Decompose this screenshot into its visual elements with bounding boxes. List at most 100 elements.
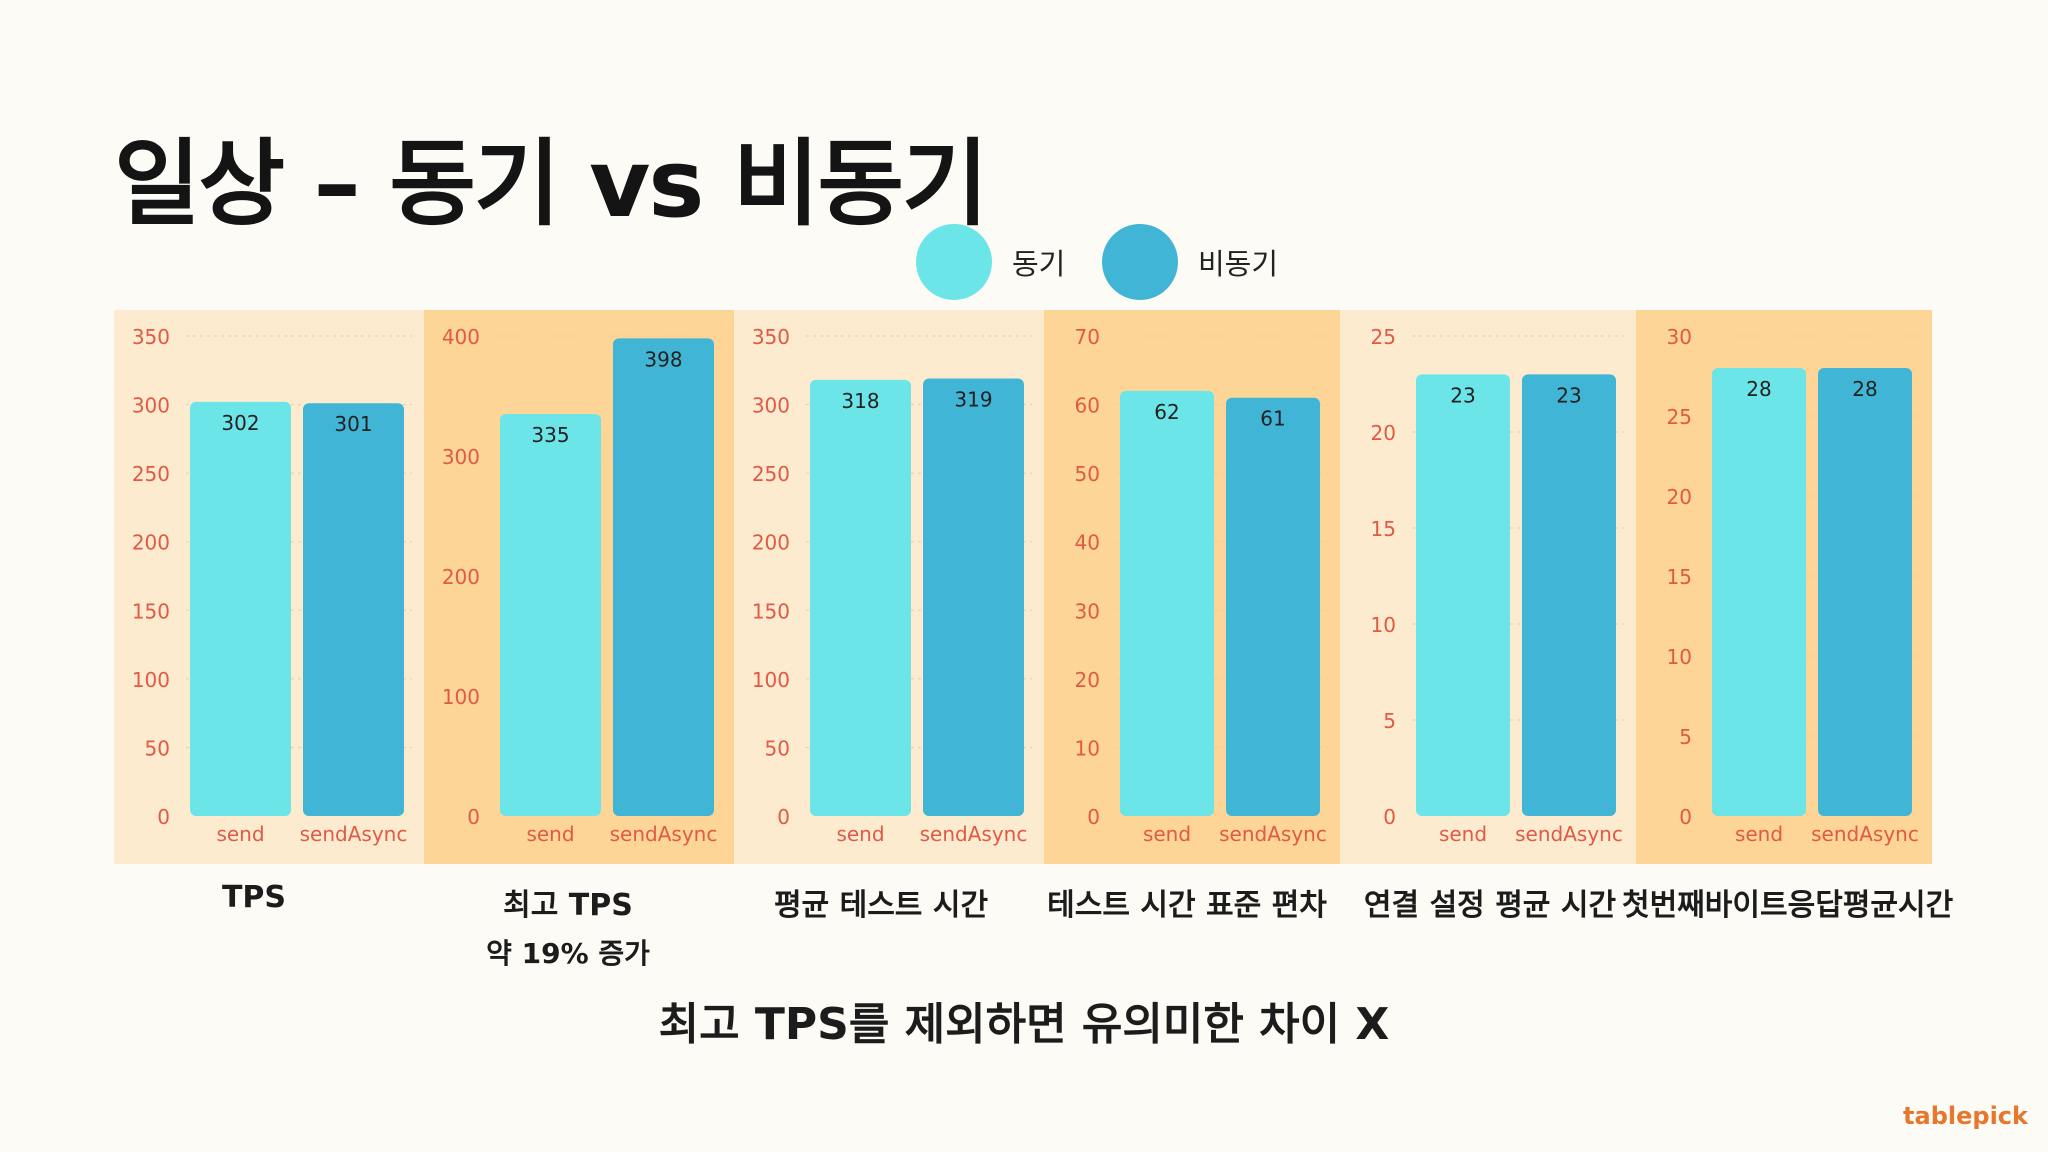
y-tick-label: 100 bbox=[132, 668, 170, 692]
legend-item-sync: 동기 bbox=[916, 224, 1065, 300]
y-tick-label: 300 bbox=[752, 394, 790, 418]
legend-swatch-async bbox=[1102, 224, 1178, 300]
y-tick-label: 400 bbox=[442, 325, 480, 349]
y-tick-label: 20 bbox=[1371, 421, 1396, 445]
chart-avg-test-time: 0 50 100 150 200 250 300 350 318 send 319 sendAsync bbox=[734, 310, 1044, 864]
bar-send bbox=[810, 379, 911, 816]
chart-svg: 0 100 200 300 400 335 send 398 sendAsync bbox=[424, 310, 734, 864]
x-tick-label: send bbox=[836, 822, 884, 846]
bar-value-label: 335 bbox=[531, 423, 569, 447]
y-tick-label: 150 bbox=[752, 599, 790, 623]
bar-send bbox=[1712, 368, 1806, 816]
chart-svg: 0 50 100 150 200 250 300 350 302 send 301 sendAsync bbox=[114, 310, 424, 864]
y-tick-label: 100 bbox=[442, 685, 480, 709]
page-title: 일상 – 동기 vs 비동기 bbox=[114, 130, 988, 239]
y-tick-label: 200 bbox=[442, 565, 480, 589]
footer-note: 최고 TPS를 제외하면 유의미한 차이 X bbox=[658, 999, 1390, 1050]
x-tick-label: sendAsync bbox=[300, 822, 408, 846]
x-tick-label: send bbox=[216, 822, 264, 846]
legend-label-sync: 동기 bbox=[1012, 247, 1066, 281]
y-tick-label: 350 bbox=[132, 325, 170, 349]
chart-caption-first-byte-avg-time: 첫번째바이트응답평균시간 bbox=[1622, 888, 1954, 923]
chart-caption-tps: TPS bbox=[221, 880, 287, 915]
chart-svg: 0 50 100 150 200 250 300 350 318 send 319 sendAsync bbox=[734, 310, 1044, 864]
y-tick-label: 20 bbox=[1075, 668, 1100, 692]
x-tick-label: sendAsync bbox=[1219, 822, 1327, 846]
legend-item-async: 비동기 bbox=[1102, 224, 1278, 300]
y-tick-label: 50 bbox=[145, 736, 170, 760]
y-tick-label: 10 bbox=[1075, 736, 1100, 760]
x-tick-label: sendAsync bbox=[1811, 822, 1919, 846]
x-tick-label: sendAsync bbox=[1515, 822, 1623, 846]
chart-svg: 0 10 20 30 40 50 60 70 62 send 61 sendAsync bbox=[1044, 310, 1340, 864]
y-tick-label: 25 bbox=[1371, 325, 1396, 349]
y-tick-label: 50 bbox=[1075, 462, 1100, 486]
bar-value-label: 302 bbox=[221, 411, 259, 435]
y-tick-label: 300 bbox=[442, 445, 480, 469]
y-tick-label: 30 bbox=[1075, 599, 1100, 623]
y-tick-label: 20 bbox=[1667, 485, 1692, 509]
x-tick-label: send bbox=[526, 822, 574, 846]
bar-send bbox=[1120, 390, 1214, 816]
y-tick-label: 30 bbox=[1667, 325, 1692, 349]
y-tick-label: 10 bbox=[1667, 645, 1692, 669]
x-tick-label: send bbox=[1439, 822, 1487, 846]
bar-send bbox=[500, 414, 601, 816]
bar-sendasync bbox=[1818, 368, 1912, 816]
x-tick-label: sendAsync bbox=[920, 822, 1028, 846]
y-tick-label: 5 bbox=[1679, 725, 1692, 749]
bar-value-label: 28 bbox=[1746, 377, 1771, 401]
bar-send bbox=[1416, 374, 1510, 816]
bar-value-label: 319 bbox=[954, 388, 992, 412]
x-tick-label: sendAsync bbox=[610, 822, 718, 846]
chart-caption-max-tps: 최고 TPS bbox=[503, 888, 633, 923]
y-tick-label: 0 bbox=[467, 805, 480, 829]
x-tick-label: send bbox=[1143, 822, 1191, 846]
bar-value-label: 23 bbox=[1556, 383, 1581, 407]
y-tick-label: 0 bbox=[777, 805, 790, 829]
y-tick-label: 100 bbox=[752, 668, 790, 692]
y-tick-label: 10 bbox=[1371, 613, 1396, 637]
chart-svg: 0 5 10 15 20 25 23 send 23 sendAsync bbox=[1340, 310, 1636, 864]
chart-first-byte-avg-time: 0 5 10 15 20 25 30 28 send 28 sendAsync bbox=[1636, 310, 1932, 864]
y-tick-label: 250 bbox=[752, 462, 790, 486]
bar-value-label: 23 bbox=[1450, 383, 1475, 407]
chart-connect-avg-time: 0 5 10 15 20 25 23 send 23 sendAsync bbox=[1340, 310, 1636, 864]
y-tick-label: 70 bbox=[1075, 325, 1100, 349]
y-tick-label: 0 bbox=[157, 805, 170, 829]
bar-value-label: 301 bbox=[334, 412, 372, 436]
y-tick-label: 200 bbox=[752, 531, 790, 555]
chart-max-tps: 0 100 200 300 400 335 send 398 sendAsync bbox=[424, 310, 734, 864]
chart-caption-connect-avg-time: 연결 설정 평균 시간 bbox=[1363, 888, 1617, 923]
chart-subcaption-max-tps: 약 19% 증가 bbox=[486, 937, 650, 970]
y-tick-label: 300 bbox=[132, 394, 170, 418]
bar-sendasync bbox=[1226, 397, 1320, 816]
chart-caption-test-time-stddev: 테스트 시간 표준 편차 bbox=[1047, 888, 1327, 923]
y-tick-label: 5 bbox=[1383, 709, 1396, 733]
bar-value-label: 62 bbox=[1154, 400, 1179, 424]
y-tick-label: 15 bbox=[1667, 565, 1692, 589]
y-tick-label: 25 bbox=[1667, 405, 1692, 429]
y-tick-label: 0 bbox=[1087, 805, 1100, 829]
chart-tps: 0 50 100 150 200 250 300 350 302 send 301 sendAsync bbox=[114, 310, 424, 864]
bar-send bbox=[190, 401, 291, 816]
bar-value-label: 318 bbox=[841, 389, 879, 413]
bar-sendasync bbox=[303, 403, 404, 816]
chart-caption-avg-test-time: 평균 테스트 시간 bbox=[773, 888, 989, 923]
y-tick-label: 150 bbox=[132, 599, 170, 623]
bar-sendasync bbox=[613, 338, 714, 816]
y-tick-label: 15 bbox=[1371, 517, 1396, 541]
y-tick-label: 60 bbox=[1075, 394, 1100, 418]
y-tick-label: 0 bbox=[1679, 805, 1692, 829]
y-tick-label: 40 bbox=[1075, 531, 1100, 555]
legend-swatch-sync bbox=[916, 224, 992, 300]
bar-value-label: 61 bbox=[1260, 407, 1285, 431]
bar-value-label: 28 bbox=[1852, 377, 1877, 401]
y-tick-label: 350 bbox=[752, 325, 790, 349]
y-tick-label: 250 bbox=[132, 462, 170, 486]
bar-sendasync bbox=[923, 378, 1024, 816]
bar-value-label: 398 bbox=[644, 347, 682, 371]
x-tick-label: send bbox=[1735, 822, 1783, 846]
y-tick-label: 50 bbox=[765, 736, 790, 760]
y-tick-label: 0 bbox=[1383, 805, 1396, 829]
